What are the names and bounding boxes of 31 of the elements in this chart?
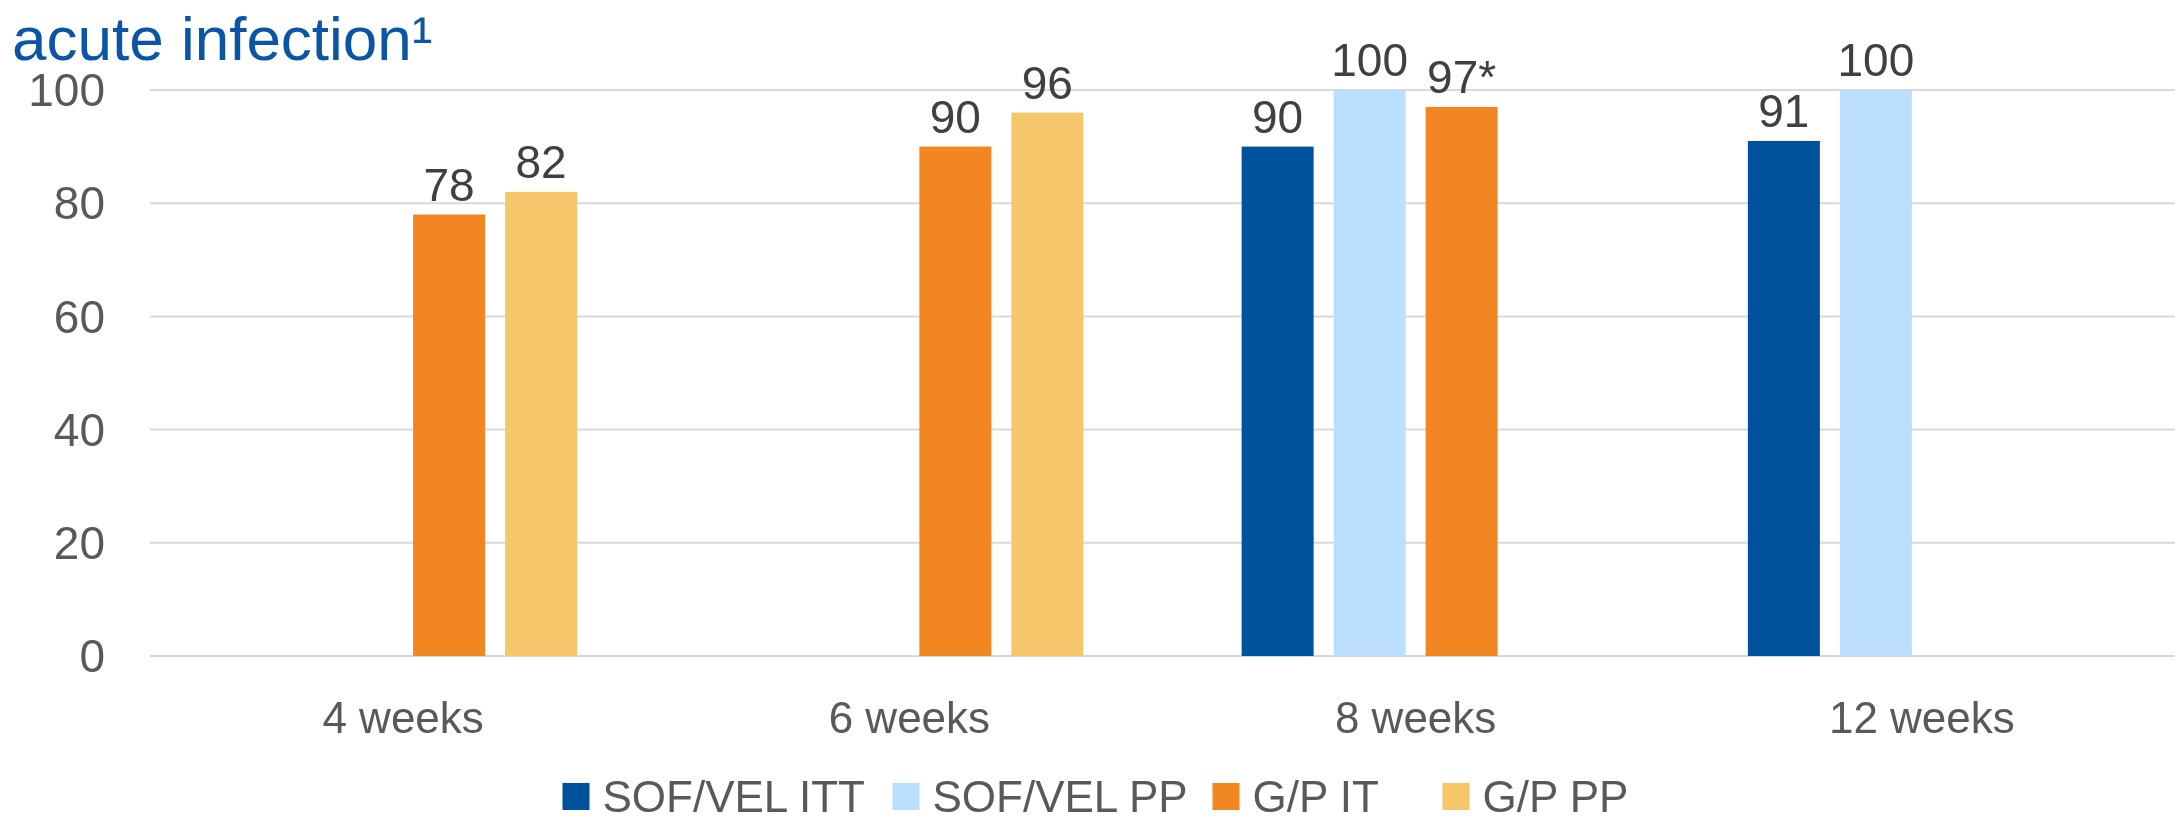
y-tick-label: 60 [53,290,105,343]
y-tick-label: 0 [79,630,105,683]
bar [919,146,992,656]
data-label: 100 [1837,34,1915,86]
x-tick-label: 6 weeks [828,693,991,742]
bar [1333,90,1406,656]
legend-label: G/P PP [1482,772,1629,822]
bar [505,191,578,656]
data-label: 90 [1252,90,1304,143]
data-label: 91 [1758,84,1810,137]
data-label: 90 [929,90,981,143]
bar [1011,112,1084,656]
data-label: 96 [1021,56,1073,109]
legend-label: SOF/VEL PP [932,772,1188,822]
x-tick-label: 8 weeks [1334,693,1497,742]
y-tick-label: 20 [53,516,105,569]
bar [1747,140,1820,656]
bar [1425,106,1498,656]
legend-label: SOF/VEL ITT [602,772,865,822]
y-tick-label: 80 [53,177,105,230]
bar [1241,146,1314,656]
data-label: 97* [1427,50,1497,103]
x-tick-label: 4 weeks [322,693,484,742]
legend-label: G/P IT [1252,772,1379,822]
bar [413,214,486,656]
data-label: 82 [515,135,567,188]
x-tick-label: 12 weeks [1828,693,2015,742]
bar [1839,90,1912,656]
data-label: 100 [1331,34,1408,86]
y-tick-label: 40 [53,403,105,456]
data-label: 78 [423,158,475,211]
